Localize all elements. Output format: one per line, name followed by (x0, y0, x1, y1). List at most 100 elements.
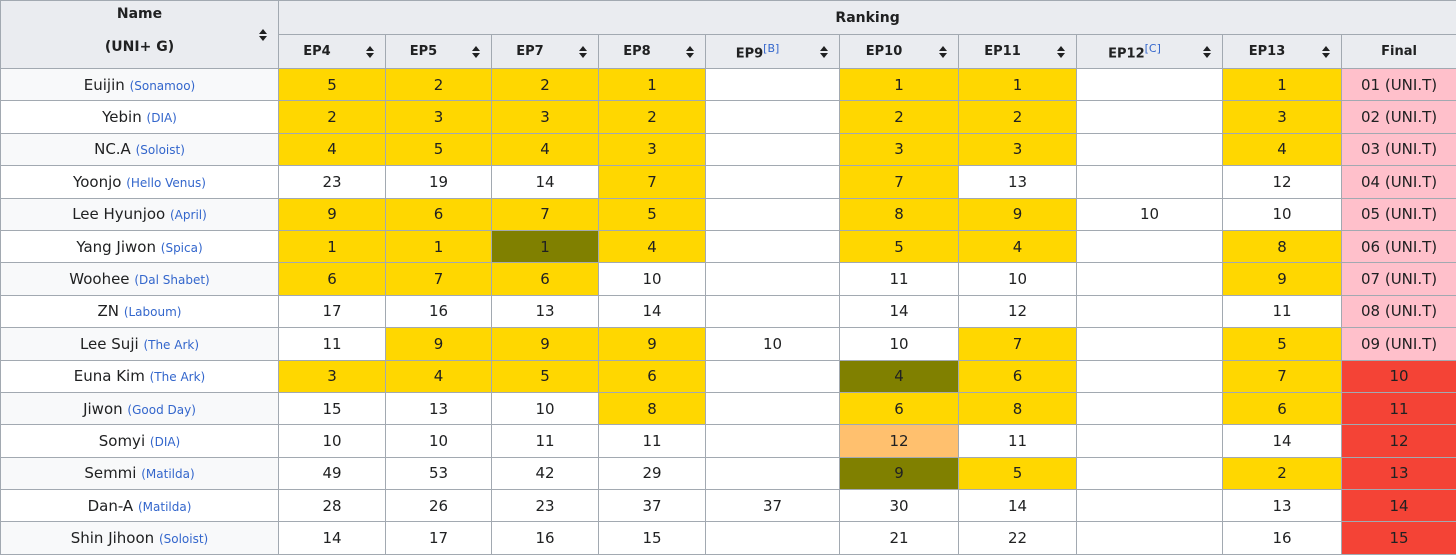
rank-cell: 1 (958, 67, 1077, 102)
rank-cell: 10 (491, 391, 599, 426)
rank-cell: 11 (1340, 391, 1456, 426)
rank-cell: 7 (839, 165, 959, 199)
table-row: ZN (Laboum) 17 16 13 14 14 12 11 08 (UNI.T) (0, 294, 1456, 329)
rank-cell: 5 (1222, 327, 1342, 361)
rank-cell: 3 (839, 132, 959, 167)
rank-cell: 16 (385, 294, 492, 329)
rank-cell (705, 456, 840, 491)
column-label: EP12 (1108, 46, 1145, 62)
rank-cell: 12 (1222, 165, 1342, 199)
table-row: NC.A (Soloist) 4 5 4 3 3 3 4 03 (UNI.T) (0, 132, 1456, 167)
rank-cell (705, 165, 840, 199)
rank-cell: 4 (278, 132, 386, 167)
sort-button[interactable] (1056, 45, 1066, 59)
rank-cell: 5 (385, 132, 492, 167)
rank-cell: 3 (1222, 100, 1342, 134)
sort-button[interactable] (578, 45, 588, 59)
group-name: (Sonamoo) (129, 78, 196, 93)
group-name: (Soloist) (158, 532, 209, 547)
rank-cell: 15 (278, 391, 386, 426)
rank-cell: 14 (958, 489, 1077, 523)
rank-cell: 8 (958, 391, 1077, 426)
rank-cell: 6 (1222, 391, 1342, 426)
rank-cell: 7 (1222, 359, 1342, 393)
rank-cell: 2 (1222, 456, 1342, 491)
table-row: Woohee (Dal Shabet) 6 7 6 10 11 10 9 07 (UNI.T) (0, 262, 1456, 296)
rank-cell: 11 (278, 327, 386, 361)
footnote: [B] (763, 41, 780, 55)
rank-cell: 3 (598, 132, 706, 167)
sort-button[interactable] (1321, 45, 1331, 59)
rank-cell: 9 (839, 456, 959, 491)
rank-cell: 10 (1340, 359, 1456, 393)
rank-cell: 16 (491, 521, 599, 555)
rank-cell: 4 (1222, 132, 1342, 167)
rank-cell: 23 (278, 165, 386, 199)
rank-cell: 10 (385, 424, 492, 458)
rank-cell: 13 (385, 391, 492, 426)
rank-cell: 10 (958, 262, 1077, 296)
rank-cell: 04 (UNI.T) (1340, 165, 1456, 199)
rank-cell (1076, 100, 1223, 134)
sort-button[interactable] (365, 45, 375, 59)
header-row: EP4 EP5 EP7 EP8 EP9[B] EP10 EP11 EP12[C] EP13 Fin… (1, 34, 1456, 69)
rank-cell: 5 (598, 197, 706, 231)
rank-cell: 3 (491, 100, 599, 134)
rank-cell: 5 (278, 67, 386, 102)
sort-button[interactable] (685, 45, 695, 59)
group-name: (April) (170, 208, 207, 223)
sort-button[interactable] (938, 45, 948, 59)
group-name: (Soloist) (135, 143, 185, 158)
sort-button[interactable] (819, 45, 829, 59)
table-row: Euna Kim (The Ark) 3 4 5 6 4 6 7 10 (0, 359, 1456, 393)
rank-cell: 22 (958, 521, 1077, 555)
rank-cell: 14 (491, 165, 599, 199)
rank-cell: 5 (839, 229, 959, 264)
column-header: EP9[B] (705, 34, 840, 69)
group-name: (Matilda) (141, 467, 195, 482)
name-cell: Yebin (DIA) (0, 100, 279, 134)
rank-cell: 21 (839, 521, 959, 555)
column-header: EP8 (598, 34, 706, 69)
rank-cell (705, 132, 840, 167)
name-cell: Jiwon (Good Day) (0, 391, 279, 426)
rank-cell (1076, 132, 1223, 167)
sort-button[interactable] (258, 28, 268, 42)
column-label: EP8 (623, 44, 651, 59)
contestant-name: Woohee (69, 270, 130, 289)
name-cell: Shin Jihoon (Soloist) (0, 521, 279, 555)
group-name: (DIA) (149, 434, 181, 449)
table-row: Lee Hyunjoo (April) 9 6 7 5 8 9 10 10 05 (UNI.T) (0, 197, 1456, 231)
group-name: (Laboum) (123, 305, 182, 320)
name-cell: ZN (Laboum) (0, 294, 279, 329)
contestant-name: NC.A (94, 140, 131, 159)
column-header: EP12[C] (1076, 34, 1223, 69)
column-label: EP7 (516, 44, 544, 59)
rank-cell: 11 (1222, 294, 1342, 329)
rank-cell (705, 100, 840, 134)
table-row: Dan-A (Matilda) 28 26 23 37 37 30 14 13 14 (0, 489, 1456, 523)
name-cell: Euna Kim (The Ark) (0, 359, 279, 393)
rank-cell: 29 (598, 456, 706, 491)
rank-cell: 9 (385, 327, 492, 361)
column-header: EP4 (278, 34, 386, 69)
rank-cell: 2 (958, 100, 1077, 134)
rank-cell (705, 359, 840, 393)
contestant-name: Lee Hyunjoo (72, 205, 166, 224)
rank-cell: 13 (1340, 456, 1456, 491)
rank-cell: 1 (839, 67, 959, 102)
group-name: (Spica) (160, 240, 203, 255)
rank-cell: 02 (UNI.T) (1340, 100, 1456, 134)
rank-cell: 6 (958, 359, 1077, 393)
sort-button[interactable] (471, 45, 481, 59)
name-cell: Yoonjo (Hello Venus) (0, 165, 279, 199)
rank-cell (1076, 262, 1223, 296)
group-name: (Hello Venus) (126, 175, 206, 190)
group-name: (Matilda) (137, 499, 192, 514)
sort-button[interactable] (1202, 45, 1212, 59)
rank-cell: 03 (UNI.T) (1340, 132, 1456, 167)
rank-cell: 10 (705, 327, 840, 361)
rank-cell: 26 (385, 489, 492, 523)
rank-cell: 10 (839, 327, 959, 361)
